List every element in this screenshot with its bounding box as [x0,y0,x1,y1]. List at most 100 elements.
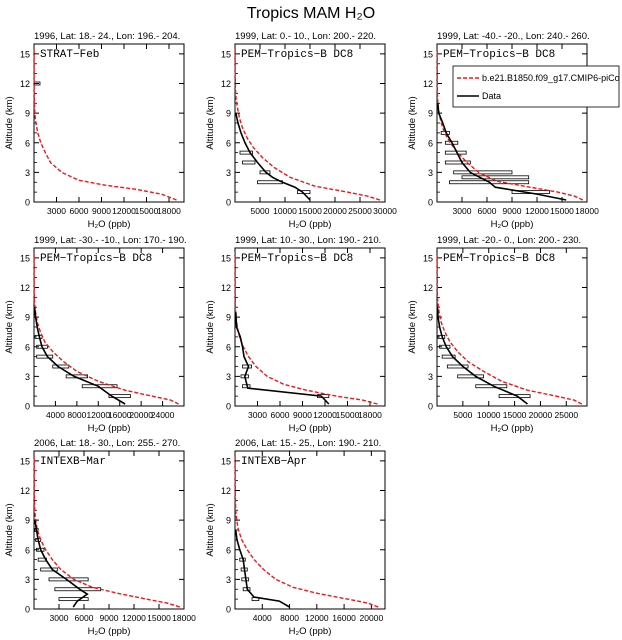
x-axis-label: H₂O (ppb) [491,219,534,230]
y-tick-label: 6 [428,138,433,148]
x-tick-label: 15000 [135,206,159,216]
y-tick-label: 15 [20,49,30,59]
model-line [234,48,381,201]
y-tick-label: 0 [25,402,30,412]
campaign-label: PEM−Tropics−B DC8 [40,253,152,265]
y-tick-label: 6 [226,342,231,352]
panel-1: 1996, Lat: 18.- 24., Lon: 196.- 204. STRA… [4,31,185,230]
range-bar [108,394,131,399]
x-tick-label: 6000 [271,410,290,420]
x-tick-label: 9000 [92,206,111,216]
y-tick-label: 3 [428,168,433,178]
y-tick-label: 12 [20,79,30,89]
y-tick-label: 9 [226,109,231,119]
y-tick-label: 12 [20,486,30,496]
range-bar [239,150,253,155]
x-tick-label: 18000 [157,206,181,216]
figure-title: Tropics MAM H₂O [247,5,375,22]
campaign-label: PEM−Tropics−B DC8 [241,253,353,265]
x-tick-label: 12000 [305,613,329,623]
range-bar [453,170,513,175]
plot-frame [33,450,185,610]
x-tick-label: 4000 [46,410,65,420]
plot-frame [234,247,386,407]
data-line [437,103,567,201]
x-tick-label: 8000 [67,410,86,420]
panel-4: 1999, Lat: -30.- -10., Lon: 170.- 190. PE… [4,235,187,434]
y-tick-label: 12 [20,283,30,293]
panel-8: 2006, Lat: 15.- 25., Lon: 190.- 210. INTE… [205,438,386,637]
y-tick-label: 0 [25,198,30,208]
y-tick-label: 3 [25,168,30,178]
x-tick-label: 8000 [280,613,299,623]
panel-header: 1999, Lat: -40.- -20., Lon: 240.- 260. [437,31,590,42]
x-axis-label: H₂O (ppb) [289,626,332,637]
x-tick-label: 6000 [70,206,89,216]
range-bar [439,344,451,349]
panel-2: 1999, Lat: 0.- 10., Lon: 200.- 220. PEM−T… [205,31,397,230]
y-axis-label: Altitude (km) [4,503,15,556]
data-line [235,312,330,405]
y-axis-label: Altitude (km) [407,300,418,353]
model-line [33,455,181,608]
y-tick-label: 6 [226,545,231,555]
x-tick-label: 3000 [248,410,267,420]
legend-box [452,65,620,108]
range-bar [457,374,484,379]
range-bar [242,364,252,369]
y-tick-label: 0 [428,402,433,412]
model-line [436,252,583,405]
range-bar [58,597,89,602]
legend: b.e21.B1850.f09_g17.CMIP6-piCo Data [452,65,620,108]
y-tick-label: 3 [226,168,231,178]
range-bar [444,160,471,165]
y-tick-label: 0 [226,198,231,208]
y-tick-label: 9 [226,313,231,323]
panel-header: 1999, Lat: 0.- 10., Lon: 200.- 220. [235,31,376,42]
y-tick-label: 15 [20,253,30,263]
x-tick-label: 12000 [112,206,136,216]
x-tick-label: 20000 [529,410,553,420]
x-tick-label: 18000 [575,206,599,216]
plot-frame [234,450,386,610]
x-tick-label: 25000 [554,410,578,420]
y-tick-label: 6 [25,545,30,555]
panel-header: 2006, Lat: 18.- 30., Lon: 255.- 270. [34,438,180,449]
y-axis-label: Altitude (km) [205,300,216,353]
y-tick-label: 12 [221,486,231,496]
plot-frame [33,43,185,203]
x-tick-label: 18000 [358,410,382,420]
y-tick-label: 15 [221,253,231,263]
y-tick-label: 9 [428,109,433,119]
y-tick-label: 6 [428,342,433,352]
data-line [34,519,89,608]
x-axis-label: H₂O (ppb) [88,219,131,230]
x-axis-label: H₂O (ppb) [491,423,534,434]
x-tick-label: 20000 [323,206,347,216]
model-line [33,48,177,201]
range-bar [449,180,530,185]
y-tick-label: 15 [221,456,231,466]
y-tick-label: 3 [25,575,30,585]
plot-frame [234,43,386,203]
range-bar [441,354,456,359]
y-tick-label: 12 [423,79,433,89]
y-tick-label: 9 [25,109,30,119]
model-line [234,252,378,405]
range-bar [40,567,58,572]
campaign-label: PEM−Tropics−B DC8 [443,253,555,265]
panel-3: 1999, Lat: -40.- -20., Lon: 240.- 260. PE… [407,31,620,230]
campaign-label: STRAT−Feb [40,49,99,61]
x-tick-label: 16000 [108,410,132,420]
y-axis-label: Altitude (km) [407,96,418,149]
campaign-label: PEM−Tropics−B DC8 [241,49,353,61]
y-tick-label: 0 [226,605,231,615]
x-tick-label: 20000 [129,410,153,420]
campaign-label: PEM−Tropics−B DC8 [443,49,555,61]
y-tick-label: 12 [423,283,433,293]
x-tick-label: 16000 [332,613,356,623]
y-tick-label: 9 [428,313,433,323]
y-tick-label: 3 [428,372,433,382]
y-tick-label: 3 [226,575,231,585]
